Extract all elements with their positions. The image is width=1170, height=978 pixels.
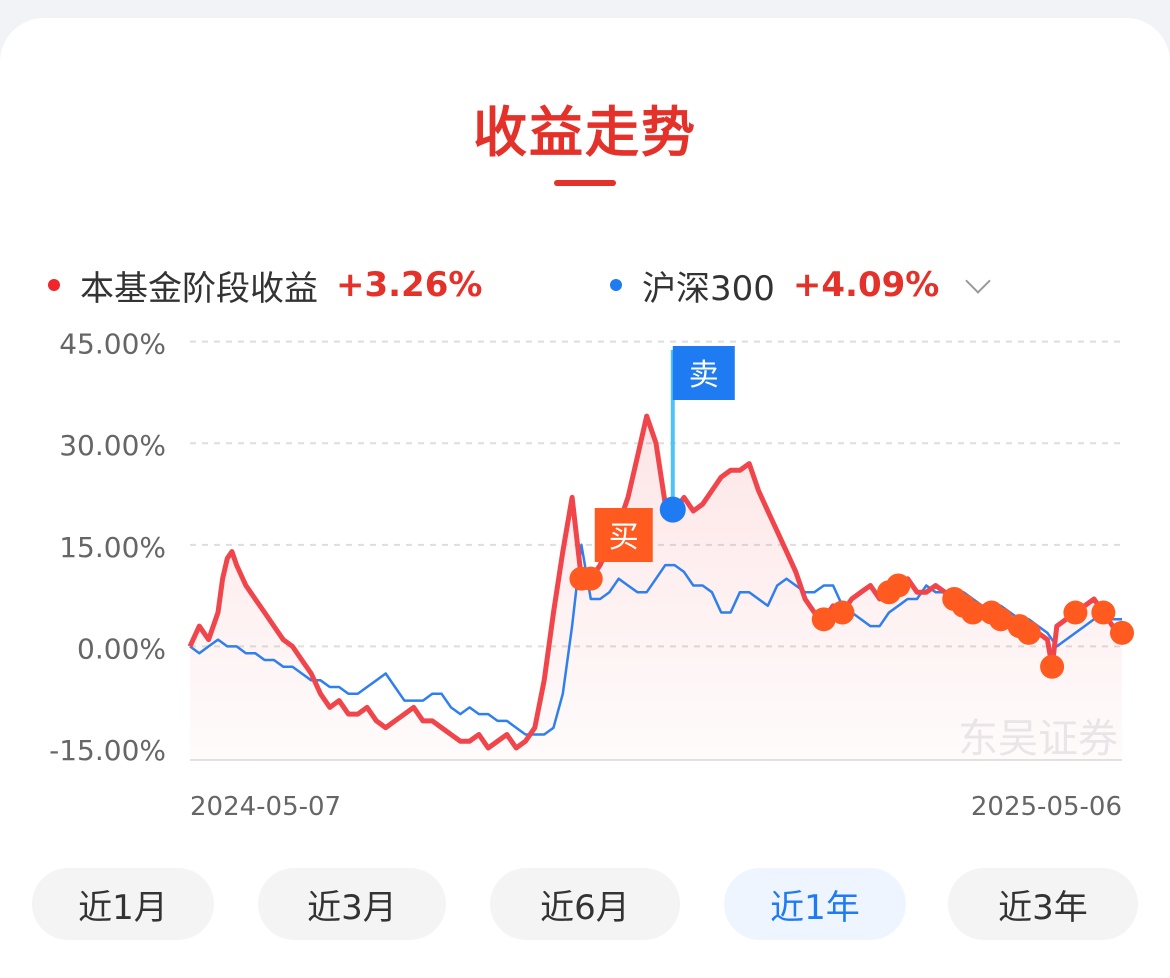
trade-point bbox=[988, 607, 1013, 632]
legend-index-label: 沪深300 bbox=[642, 268, 775, 309]
trade-point bbox=[830, 600, 855, 625]
legend-fund-value: +3.26% bbox=[336, 265, 483, 305]
sell-flag-box bbox=[672, 346, 735, 400]
legend-index-value: +4.09% bbox=[792, 265, 940, 305]
sell-flag-point bbox=[659, 496, 686, 523]
legend-fund-label: 本基金阶段收益 bbox=[80, 268, 318, 309]
title-underline bbox=[554, 180, 616, 186]
tab-6-months[interactable]: 近6月 bbox=[490, 868, 680, 940]
trade-point bbox=[1063, 600, 1088, 625]
trade-point bbox=[1040, 654, 1065, 679]
buy-flag-box bbox=[594, 508, 653, 562]
x-end-label: 2025-05-06 bbox=[971, 792, 1122, 822]
tab-3-years[interactable]: 近3年 bbox=[948, 868, 1138, 940]
trade-point bbox=[960, 600, 985, 625]
legend-index[interactable]: 沪深300 +4.09% bbox=[610, 260, 992, 310]
period-tabs: 近1月 近3月 近6月 近1年 近3年 bbox=[0, 868, 1170, 940]
x-start-label: 2024-05-07 bbox=[190, 792, 341, 822]
trade-point bbox=[1016, 620, 1041, 645]
tab-1-month[interactable]: 近1月 bbox=[32, 868, 214, 940]
index-dot bbox=[610, 279, 622, 291]
y-tick-label: 30.00% bbox=[59, 429, 166, 462]
y-tick-label: -15.00% bbox=[49, 734, 166, 767]
fund-area bbox=[190, 416, 1122, 760]
trade-point bbox=[811, 607, 836, 632]
chart-card: 收益走势 本基金阶段收益 +3.26% 沪深300 +4.09% bbox=[0, 18, 1170, 978]
tab-3-months[interactable]: 近3月 bbox=[258, 868, 446, 940]
y-tick-label: 15.00% bbox=[59, 531, 166, 564]
fund-dot bbox=[48, 279, 60, 291]
trade-point bbox=[1110, 620, 1134, 645]
buy-flag-label: 买 bbox=[609, 520, 639, 555]
y-tick-label: 0.00% bbox=[77, 632, 166, 665]
chart-title: 收益走势 bbox=[473, 101, 697, 164]
legend-fund: 本基金阶段收益 +3.26% bbox=[48, 260, 482, 310]
sell-flag-label: 卖 bbox=[689, 358, 719, 393]
y-tick-label: 45.00% bbox=[59, 328, 166, 361]
trade-point bbox=[1091, 600, 1116, 625]
trade-point bbox=[886, 573, 911, 598]
tab-1-year[interactable]: 近1年 bbox=[724, 868, 906, 940]
buy-flag-point bbox=[578, 566, 603, 591]
